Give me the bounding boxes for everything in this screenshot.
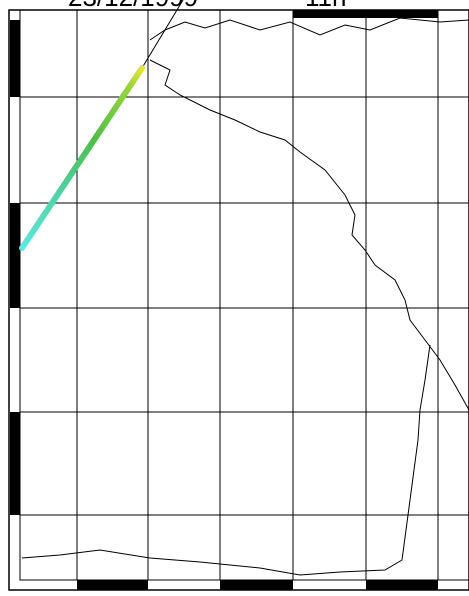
frame: [8, 9, 469, 591]
coastline: [21, 17, 469, 576]
satellite-track: [19, 65, 145, 251]
map-time: 11h: [305, 0, 346, 12]
graticule: [20, 10, 469, 580]
map-date: 23/12/1999: [68, 0, 198, 12]
track-continuation: [141, 0, 184, 69]
